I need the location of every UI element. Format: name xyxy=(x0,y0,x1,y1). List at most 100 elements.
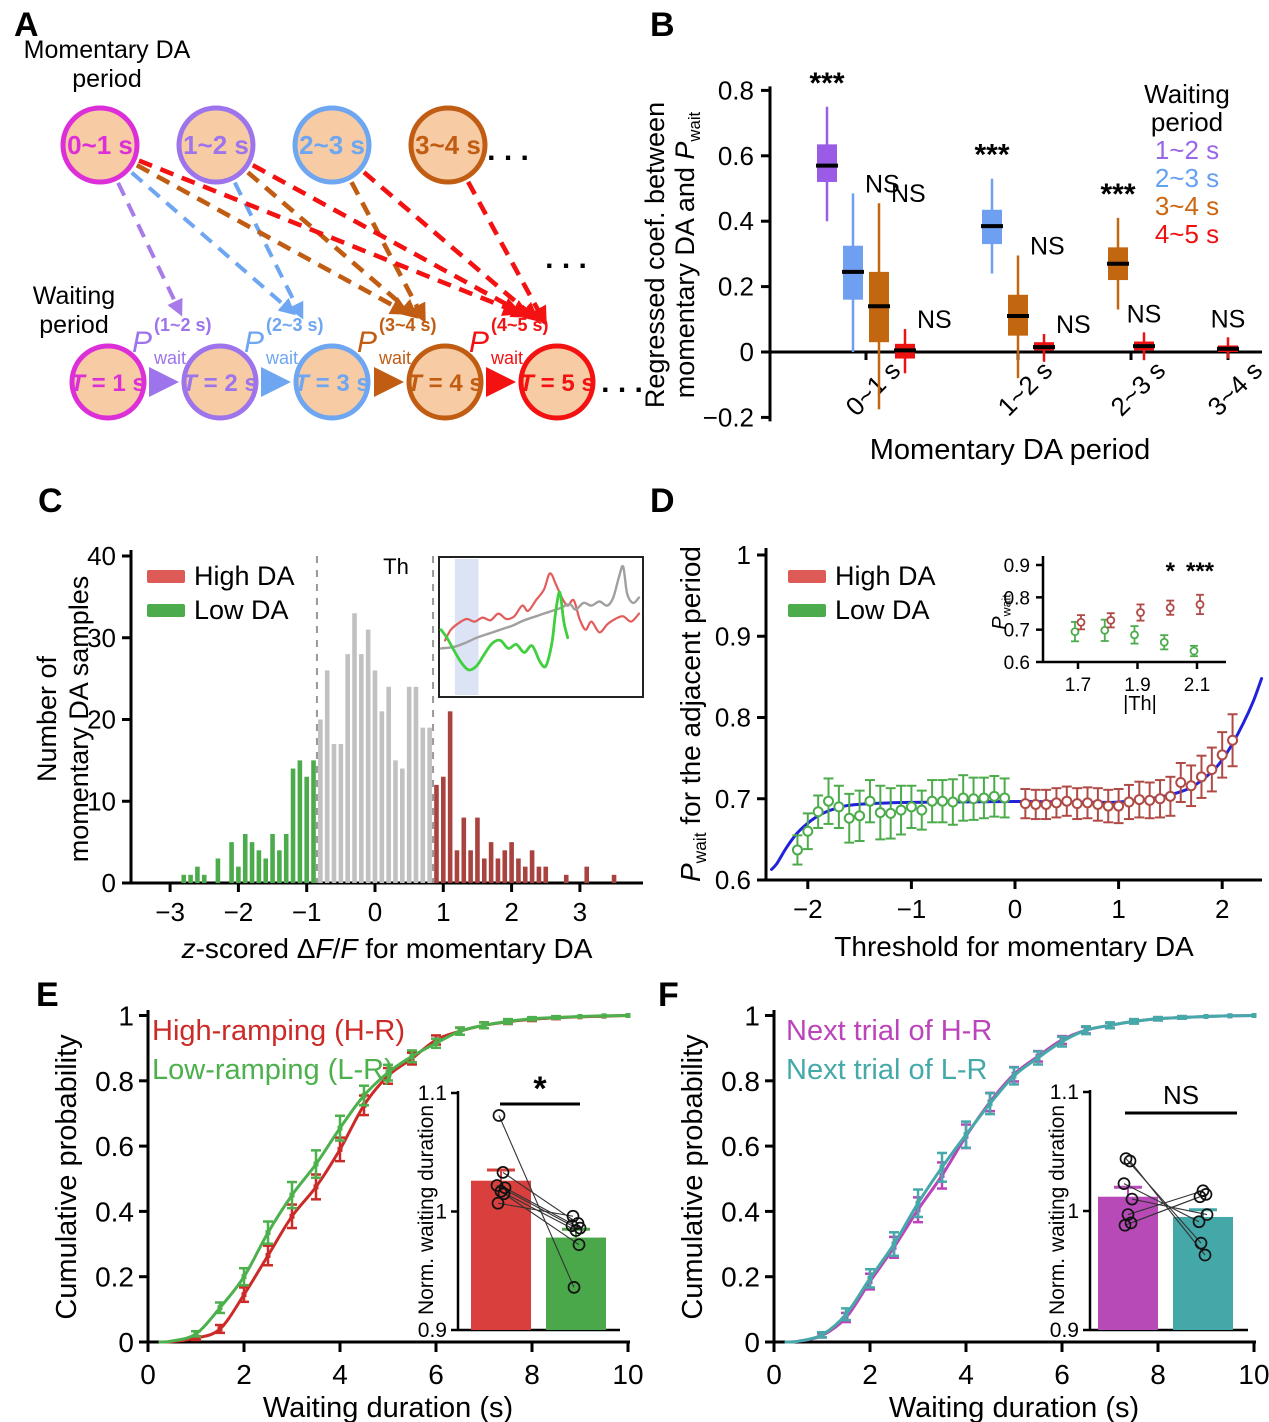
hist-bar xyxy=(242,833,248,883)
significance-ns: NS xyxy=(1056,311,1091,339)
x-tick-label: 2 xyxy=(236,1359,252,1390)
hist-bar xyxy=(352,613,357,883)
waiting-node xyxy=(69,343,147,421)
da-to-wait-edge xyxy=(246,170,419,319)
hist-bar xyxy=(468,850,473,883)
data-point xyxy=(1019,798,1031,810)
gray-trace xyxy=(439,564,641,650)
pwait-subscript: wait xyxy=(378,348,411,368)
data-marker xyxy=(337,1146,343,1152)
hist-bar xyxy=(256,850,262,883)
inset-x-tick-label: 2.1 xyxy=(1184,675,1210,696)
data-marker xyxy=(193,1335,199,1341)
pair-line xyxy=(503,1193,580,1246)
x-tick-label: 10 xyxy=(1238,1359,1269,1390)
data-point xyxy=(1040,798,1052,810)
data-point xyxy=(916,804,928,816)
inset-y-tick-label: 0.9 xyxy=(1050,1319,1079,1342)
x-tick-label: −3 xyxy=(155,897,185,927)
y-axis-title-line2: momentary DA samples xyxy=(64,576,94,863)
pair-line xyxy=(1125,1158,1202,1244)
data-point xyxy=(1106,615,1116,625)
data-marker xyxy=(891,1241,897,1247)
x-category-label: 3~4 s xyxy=(1202,355,1269,422)
da-to-wait-edge xyxy=(362,170,540,322)
hist-bar xyxy=(488,842,494,883)
hist-bar xyxy=(495,858,501,883)
x-category-label: 0~1 s xyxy=(840,355,907,422)
y-tick-label: 20 xyxy=(87,705,116,735)
hist-bar xyxy=(249,842,255,883)
hist-bar xyxy=(461,817,467,883)
y-axis-title-line1: Number of xyxy=(32,655,62,782)
significance-stars: *** xyxy=(974,139,1009,172)
data-point xyxy=(926,795,938,807)
subject-point xyxy=(567,1280,581,1294)
data-point xyxy=(823,795,835,807)
inset-y-tick-label: 0.9 xyxy=(418,1319,447,1342)
hist-bar xyxy=(215,858,221,883)
x-axis-title: z-scored ΔF/F for momentary DA xyxy=(181,933,593,964)
hist-bar xyxy=(611,874,617,883)
data-point xyxy=(854,810,866,822)
momentary-nodes: 0~1 s 1~2 s 2~3 s 3~4 s xyxy=(60,105,488,185)
data-point xyxy=(1165,603,1175,613)
hist-bar xyxy=(379,711,385,883)
data-point xyxy=(843,812,855,824)
data-point xyxy=(1185,780,1197,792)
hist-bar xyxy=(324,670,330,883)
waiting-node-label: T = 5 s xyxy=(519,370,594,397)
data-point xyxy=(905,801,917,813)
ellipsis-top: . . . xyxy=(487,134,529,167)
legend-item-3-4s: 3~4 s xyxy=(1154,191,1220,221)
hist-bar xyxy=(536,866,542,883)
data-point xyxy=(1070,627,1080,637)
x-category-label: 1~2 s xyxy=(992,355,1059,422)
hist-bar xyxy=(304,776,309,883)
legend-row-low-da: Low DA xyxy=(788,593,936,627)
pwait-labels: P(1~2 s)wait P(2~3 s)wait P(3~4 s)wait P(4~… xyxy=(132,315,549,368)
data-point xyxy=(885,807,897,819)
subject-point xyxy=(491,1196,505,1210)
momentary-node-label: 0~1 s xyxy=(67,130,133,160)
momentary-da-node xyxy=(60,105,140,185)
y-tick-label: 0 xyxy=(740,337,754,367)
subject-point xyxy=(569,1224,583,1237)
data-marker xyxy=(867,1275,873,1281)
hist-bar xyxy=(529,850,535,883)
data-point xyxy=(895,804,907,816)
high-da-label: High DA xyxy=(835,560,936,591)
data-marker xyxy=(843,1311,849,1317)
pair-line xyxy=(497,1202,574,1217)
waiting-node-label: T = 2 s xyxy=(182,370,257,397)
data-marker xyxy=(337,1125,343,1131)
data-marker xyxy=(819,1332,825,1338)
inset-y-tick-label: 0.8 xyxy=(1004,588,1030,609)
subject-point xyxy=(572,1238,586,1252)
pwait-superscript: (4~5 s) xyxy=(491,315,549,335)
significance-stars: *** xyxy=(809,67,844,100)
inset-high-points xyxy=(1076,593,1205,631)
significance-ns: NS xyxy=(865,170,900,198)
y-tick-label: 0 xyxy=(118,1327,134,1358)
y-tick-label: 0.6 xyxy=(715,865,751,895)
significance-ns: NS xyxy=(1127,300,1162,328)
high-da-label: High DA xyxy=(194,560,295,591)
panel-letter-d: D xyxy=(650,482,675,520)
data-marker xyxy=(1155,1016,1161,1022)
high-da-points xyxy=(1019,713,1239,825)
data-marker xyxy=(457,1028,463,1034)
x-tick-label: 3 xyxy=(573,897,587,927)
data-point xyxy=(1123,796,1135,808)
y-tick-label: 0.8 xyxy=(718,75,754,105)
data-marker xyxy=(1107,1022,1113,1028)
histogram-bars xyxy=(181,613,617,883)
significance-ns: NS xyxy=(1030,233,1065,261)
data-point xyxy=(936,795,948,807)
x-tick-label: 0 xyxy=(368,897,382,927)
x-tick-label: −2 xyxy=(224,897,254,927)
data-point xyxy=(1050,797,1062,809)
y-axis-title: Pwait for the adjacent period xyxy=(675,546,710,882)
waiting-label-line1: Waiting xyxy=(32,282,116,310)
